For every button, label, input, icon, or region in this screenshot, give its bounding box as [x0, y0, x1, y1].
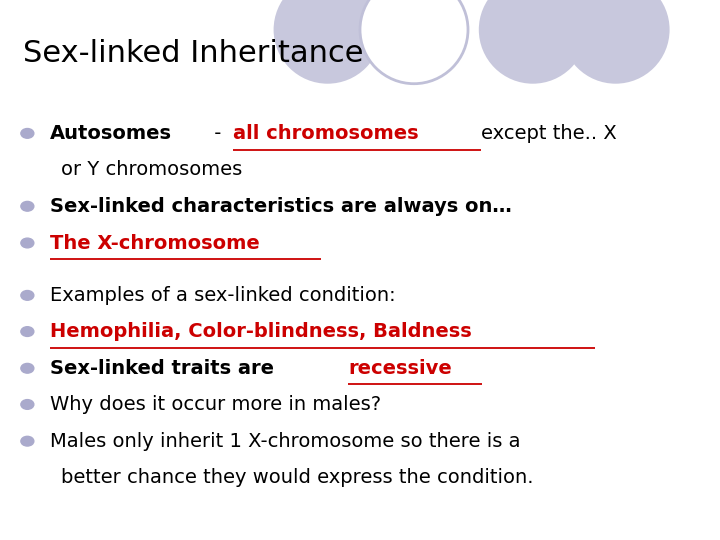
Circle shape	[21, 291, 34, 300]
Circle shape	[21, 238, 34, 248]
Text: Autosomes: Autosomes	[50, 124, 172, 143]
Text: Sex-linked Inheritance: Sex-linked Inheritance	[23, 38, 364, 68]
Text: better chance they would express the condition.: better chance they would express the con…	[61, 468, 534, 487]
Text: Examples of a sex-linked condition:: Examples of a sex-linked condition:	[50, 286, 396, 305]
Text: Males only inherit 1 X-chromosome so there is a: Males only inherit 1 X-chromosome so the…	[50, 432, 521, 451]
Text: The X-chromosome: The X-chromosome	[50, 234, 260, 253]
Text: -: -	[208, 124, 228, 143]
Ellipse shape	[479, 0, 587, 84]
Ellipse shape	[274, 0, 382, 84]
Circle shape	[21, 436, 34, 446]
Circle shape	[21, 400, 34, 409]
Text: or Y chromosomes: or Y chromosomes	[61, 160, 243, 179]
Text: Sex-linked traits are: Sex-linked traits are	[50, 359, 281, 378]
Text: except the.. X: except the.. X	[482, 124, 617, 143]
Ellipse shape	[360, 0, 468, 84]
Text: Sex-linked characteristics are always on…: Sex-linked characteristics are always on…	[50, 197, 512, 216]
Text: recessive: recessive	[348, 359, 452, 378]
Ellipse shape	[562, 0, 670, 84]
Circle shape	[21, 201, 34, 211]
Text: Why does it occur more in males?: Why does it occur more in males?	[50, 395, 382, 414]
Circle shape	[21, 327, 34, 336]
Text: Hemophilia, Color-blindness, Baldness: Hemophilia, Color-blindness, Baldness	[50, 322, 472, 341]
Text: all chromosomes: all chromosomes	[233, 124, 426, 143]
Circle shape	[21, 363, 34, 373]
Circle shape	[21, 129, 34, 138]
